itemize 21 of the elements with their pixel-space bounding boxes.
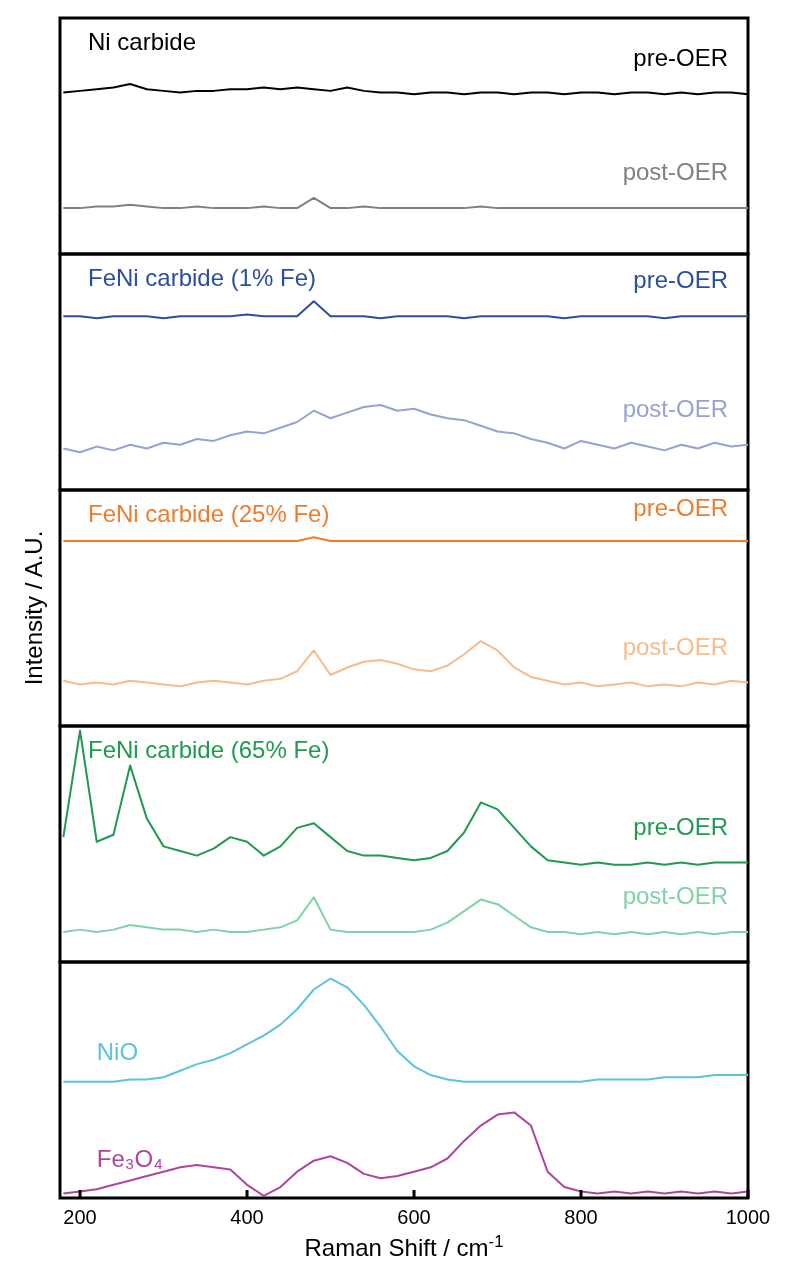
series-label: pre-OER [633, 44, 728, 72]
x-tick-label: 600 [397, 1206, 431, 1228]
series-label: post-OER [622, 158, 728, 186]
series-label: post-OER [622, 881, 728, 909]
series-label: pre-OER [633, 494, 728, 521]
x-tick-label: 800 [564, 1206, 598, 1228]
y-axis-title: Intensity / A.U. [20, 530, 47, 686]
x-tick-label: 1000 [725, 1206, 771, 1228]
series-label: pre-OER [633, 812, 728, 840]
series-label: pre-OER [633, 266, 728, 294]
series-label: Fe₃O₄ [96, 1145, 163, 1173]
chart-title: Ni carbide [88, 28, 197, 55]
series-label: post-OER [622, 632, 728, 660]
x-tick-label: 400 [230, 1206, 264, 1228]
chart-title: FeNi carbide (65% Fe) [88, 736, 330, 763]
x-tick-label: 200 [63, 1206, 97, 1228]
chart-title: FeNi carbide (1% Fe) [88, 264, 317, 291]
chart-title: FeNi carbide (25% Fe) [88, 500, 330, 527]
series-label: NiO [96, 1037, 139, 1065]
series-label: post-OER [622, 394, 728, 422]
x-axis-title: Raman Shift / cm$^{-1}$ [304, 1231, 504, 1261]
